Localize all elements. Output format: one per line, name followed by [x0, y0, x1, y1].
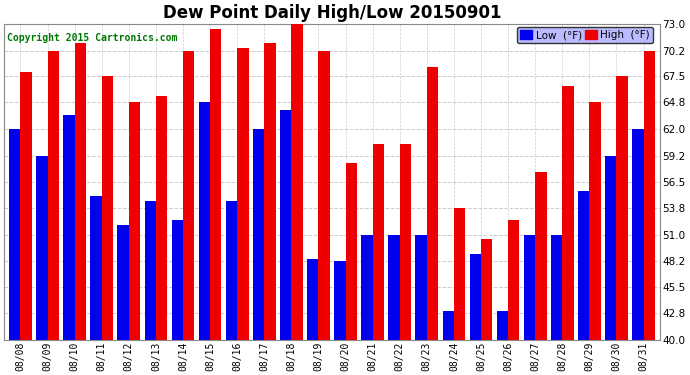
Bar — [551, 235, 562, 340]
Bar — [388, 235, 400, 340]
Bar — [253, 129, 264, 340]
Bar — [508, 220, 520, 340]
Bar — [9, 129, 21, 340]
Bar — [48, 51, 59, 340]
Bar — [264, 43, 275, 340]
Bar — [442, 311, 454, 340]
Title: Dew Point Daily High/Low 20150901: Dew Point Daily High/Low 20150901 — [163, 4, 501, 22]
Bar — [589, 102, 601, 340]
Bar — [400, 144, 411, 340]
Bar — [280, 110, 291, 340]
Bar — [291, 24, 303, 340]
Bar — [156, 96, 167, 340]
Bar — [415, 235, 427, 340]
Bar — [210, 28, 221, 340]
Bar — [172, 220, 183, 340]
Bar — [605, 156, 616, 340]
Bar — [427, 67, 438, 340]
Bar — [144, 201, 156, 340]
Bar — [21, 72, 32, 340]
Bar — [334, 261, 346, 340]
Bar — [535, 172, 546, 340]
Bar — [101, 76, 113, 340]
Bar — [616, 76, 628, 340]
Bar — [319, 51, 330, 340]
Bar — [63, 115, 75, 340]
Bar — [632, 129, 644, 340]
Bar — [644, 51, 655, 340]
Bar — [307, 259, 319, 340]
Bar — [497, 311, 508, 340]
Bar — [199, 102, 210, 340]
Bar — [481, 239, 493, 340]
Bar — [470, 254, 481, 340]
Bar — [578, 192, 589, 340]
Bar — [524, 235, 535, 340]
Bar — [362, 235, 373, 340]
Bar — [75, 43, 86, 340]
Bar — [129, 102, 140, 340]
Bar — [90, 196, 101, 340]
Bar — [454, 208, 465, 340]
Bar — [237, 48, 248, 340]
Legend: Low  (°F), High  (°F): Low (°F), High (°F) — [517, 27, 653, 43]
Bar — [562, 86, 573, 340]
Bar — [36, 156, 48, 340]
Bar — [117, 225, 129, 340]
Bar — [226, 201, 237, 340]
Bar — [346, 163, 357, 340]
Bar — [183, 51, 195, 340]
Bar — [373, 144, 384, 340]
Text: Copyright 2015 Cartronics.com: Copyright 2015 Cartronics.com — [8, 33, 178, 43]
